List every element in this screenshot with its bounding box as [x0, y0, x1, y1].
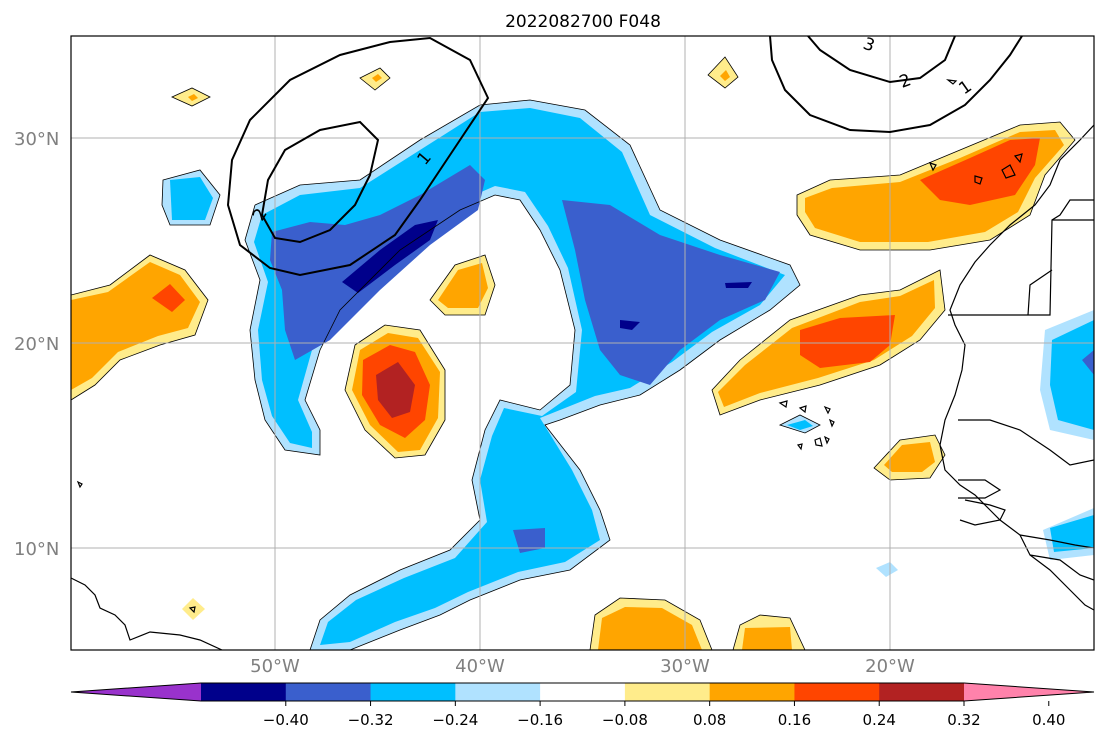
gridlines [71, 36, 1094, 650]
colorbar-tick-label: −0.32 [348, 711, 394, 729]
lat-label: 20°N [14, 334, 59, 355]
colorbar-tick-label: 0.32 [947, 711, 980, 729]
latitude-labels: 30°N 20°N 10°N [14, 129, 59, 560]
colorbar-bin [540, 683, 626, 701]
colorbar-bin [285, 683, 372, 701]
colorbar-bin [370, 683, 456, 701]
negative-anomaly-band [245, 100, 800, 650]
map-frame [70, 35, 1095, 651]
colorbar-extend-max [964, 683, 1094, 701]
lon-label: 30°W [660, 656, 710, 677]
figure-title: 2022082700 F048 [505, 12, 661, 32]
colorbar-bin [455, 683, 541, 701]
colorbar-tick-label: −0.08 [602, 711, 648, 729]
line-contours [226, 36, 1023, 277]
colorbar-tick-label: 0.40 [1032, 711, 1065, 729]
colorbar-bin [201, 683, 287, 701]
lon-label: 20°W [865, 656, 915, 677]
colorbar-outline [70, 682, 1095, 702]
lat-label: 10°N [14, 539, 59, 560]
colorbar-tick-label: 0.16 [778, 711, 811, 729]
lon-label: 50°W [250, 656, 300, 677]
colorbar-tick-label: −0.16 [517, 711, 563, 729]
map-area: 1 2 3 1 2 [71, 36, 1094, 650]
colorbar-tick-label: 0.24 [863, 711, 896, 729]
colorbar: −0.40 −0.32 −0.24 −0.16 −0.08 0.08 0.16 0.24 0.3… [70, 682, 1095, 729]
lon-label: 40°W [455, 656, 505, 677]
colorbar-bin [709, 683, 795, 701]
colorbar-extend-min [71, 683, 201, 701]
anomaly-outline-contours [71, 56, 1076, 650]
lat-label: 30°N [14, 129, 59, 150]
colorbar-bin [879, 683, 965, 701]
colorbar-tick-label: 0.08 [693, 711, 726, 729]
colorbar-tick-label: −0.24 [432, 711, 478, 729]
positive-anomaly-patches [71, 57, 1075, 650]
colorbar-bin [624, 683, 711, 701]
colorbar-tick-label: −0.40 [263, 711, 309, 729]
longitude-labels: 50°W 40°W 30°W 20°W [250, 656, 915, 677]
colorbar-bin [794, 683, 880, 701]
